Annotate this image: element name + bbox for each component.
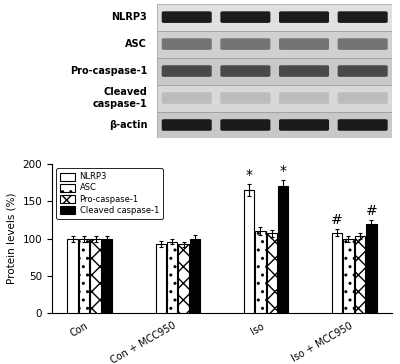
Text: β-actin: β-actin	[109, 120, 147, 130]
Text: Cleaved
caspase-1: Cleaved caspase-1	[92, 87, 147, 109]
Bar	[158, 58, 392, 84]
Y-axis label: Protein levels (%): Protein levels (%)	[7, 193, 17, 284]
Bar	[244, 190, 254, 313]
Bar	[167, 241, 178, 313]
Bar	[90, 238, 101, 313]
FancyBboxPatch shape	[162, 65, 212, 77]
Text: NLRP3: NLRP3	[112, 12, 147, 22]
FancyBboxPatch shape	[220, 38, 270, 50]
Text: *: *	[280, 164, 287, 178]
Bar	[255, 231, 266, 313]
Bar	[355, 236, 365, 313]
FancyBboxPatch shape	[220, 11, 270, 23]
Text: #: #	[331, 213, 343, 227]
Bar	[190, 238, 200, 313]
FancyBboxPatch shape	[162, 11, 212, 23]
FancyBboxPatch shape	[279, 38, 329, 50]
FancyBboxPatch shape	[162, 119, 212, 131]
Text: Pro-caspase-1: Pro-caspase-1	[70, 66, 147, 76]
FancyBboxPatch shape	[338, 119, 388, 131]
FancyBboxPatch shape	[162, 38, 212, 50]
FancyBboxPatch shape	[220, 92, 270, 104]
Bar	[158, 111, 392, 138]
Bar	[79, 238, 89, 313]
Legend: NLRP3, ASC, Pro-caspase-1, Cleaved caspase-1: NLRP3, ASC, Pro-caspase-1, Cleaved caspa…	[56, 168, 163, 219]
FancyBboxPatch shape	[338, 65, 388, 77]
FancyBboxPatch shape	[220, 119, 270, 131]
Bar	[158, 84, 392, 111]
FancyBboxPatch shape	[279, 11, 329, 23]
FancyBboxPatch shape	[279, 65, 329, 77]
Bar	[343, 238, 354, 313]
Bar	[158, 31, 392, 58]
FancyBboxPatch shape	[162, 92, 212, 104]
Bar	[102, 238, 112, 313]
FancyBboxPatch shape	[279, 119, 329, 131]
Bar	[158, 4, 392, 31]
Bar	[156, 244, 166, 313]
FancyBboxPatch shape	[338, 92, 388, 104]
Bar	[178, 245, 189, 313]
Text: #: #	[366, 204, 377, 218]
FancyBboxPatch shape	[338, 38, 388, 50]
FancyBboxPatch shape	[279, 92, 329, 104]
Bar	[332, 233, 342, 313]
Bar	[68, 238, 78, 313]
Bar	[366, 223, 376, 313]
Text: ASC: ASC	[125, 39, 147, 49]
FancyBboxPatch shape	[338, 11, 388, 23]
FancyBboxPatch shape	[220, 65, 270, 77]
Bar	[266, 233, 277, 313]
Text: *: *	[246, 168, 252, 182]
Bar	[278, 186, 288, 313]
